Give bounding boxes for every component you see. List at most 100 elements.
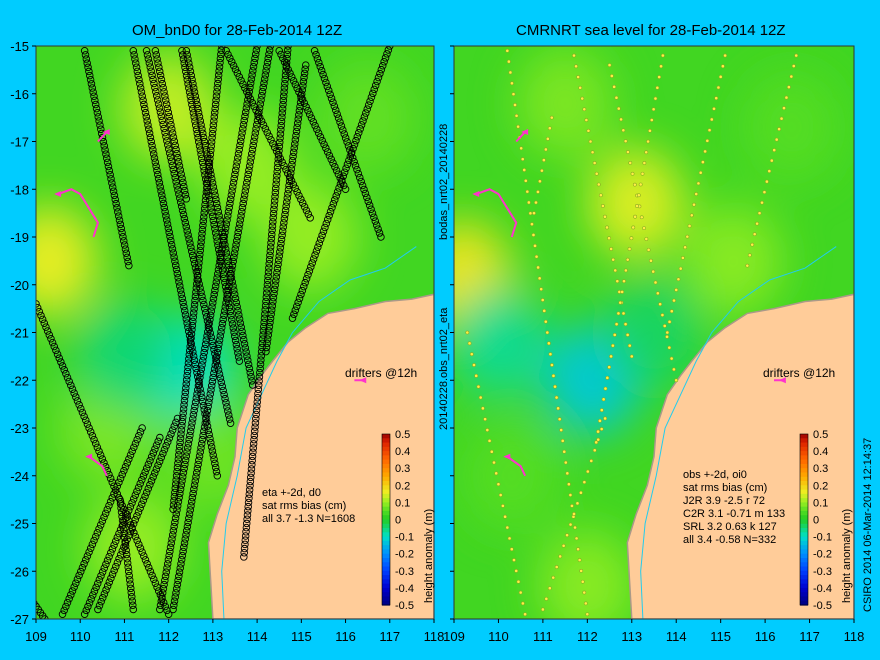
track-point — [344, 142, 353, 150]
track-point — [174, 455, 183, 463]
track-point — [202, 410, 211, 419]
track-point — [161, 576, 169, 585]
drifter-track — [88, 455, 108, 477]
track-point — [545, 136, 550, 141]
track-point — [644, 237, 649, 241]
track-point — [228, 320, 237, 328]
track-point — [270, 289, 278, 298]
track-point — [260, 75, 269, 83]
track-point — [565, 471, 570, 476]
track-point — [302, 61, 310, 69]
track-point — [55, 354, 63, 362]
track-point — [116, 474, 125, 483]
track-point — [200, 300, 208, 309]
colorbar-cell — [382, 523, 390, 529]
track-point — [263, 58, 272, 67]
track-point — [279, 100, 287, 109]
track-point — [256, 368, 264, 377]
track-point — [179, 178, 187, 187]
track-point — [110, 490, 118, 498]
track-point — [585, 612, 590, 617]
track-point — [194, 133, 202, 142]
track-point — [514, 113, 519, 118]
track-point — [492, 460, 496, 465]
track-point — [157, 187, 165, 195]
track-point — [605, 225, 609, 230]
track-point — [269, 209, 278, 218]
track-point — [231, 245, 240, 253]
track-point — [240, 548, 248, 557]
track-point — [632, 182, 637, 187]
track-point — [207, 438, 215, 447]
track-point — [293, 188, 301, 196]
colorbar-cell — [800, 579, 808, 585]
track-point — [275, 47, 283, 55]
track-point — [215, 63, 224, 71]
satellite-tracks — [465, 48, 799, 617]
track-point — [266, 243, 275, 251]
file-label-vertical-top: bodas_nrt02_20140228 — [438, 123, 450, 240]
track-point — [377, 65, 386, 74]
track-point — [167, 240, 176, 249]
track-point — [85, 71, 94, 80]
track-point — [472, 363, 476, 367]
track-point — [592, 448, 597, 453]
track-point — [252, 106, 260, 114]
track-point — [655, 291, 660, 296]
y-tick-label: -21 — [10, 326, 29, 341]
track-point — [234, 349, 242, 357]
track-point — [245, 486, 254, 494]
track-point — [260, 322, 268, 331]
track-point — [121, 542, 130, 550]
track-point — [166, 543, 175, 552]
track-point — [582, 590, 587, 595]
track-point — [589, 458, 594, 463]
track-point — [107, 574, 115, 583]
track-point — [167, 121, 175, 129]
colorbar-cell — [382, 528, 390, 533]
track-point — [254, 385, 263, 394]
track-point — [198, 361, 206, 369]
track-point — [209, 451, 217, 459]
track-point — [207, 386, 215, 394]
track-point — [270, 197, 279, 205]
track-point — [192, 96, 200, 105]
track-point — [619, 117, 623, 122]
chart-title-left: OM_bnD0 for 28-Feb-2014 12Z — [132, 22, 343, 39]
track-point — [85, 67, 93, 76]
track-point — [119, 521, 127, 529]
track-point — [98, 133, 107, 142]
track-point — [570, 503, 574, 508]
track-point — [357, 121, 366, 129]
track-point — [141, 108, 150, 117]
track-point — [302, 103, 310, 111]
track-point — [158, 191, 166, 199]
track-point — [234, 154, 242, 162]
track-point — [179, 405, 188, 413]
track-point — [191, 402, 199, 411]
track-point — [265, 322, 274, 331]
track-point — [175, 568, 184, 576]
track-point — [698, 170, 703, 175]
track-point — [270, 143, 279, 152]
track-point — [120, 533, 129, 542]
track-point — [254, 381, 263, 389]
track-point — [252, 410, 260, 419]
track-point — [157, 597, 166, 605]
track-point — [241, 532, 250, 540]
track-point — [120, 529, 128, 538]
y-tick-label: -17 — [10, 135, 29, 150]
track-point — [653, 280, 658, 285]
track-point — [231, 332, 239, 341]
track-point — [176, 434, 185, 442]
track-point — [252, 46, 261, 54]
track-point — [487, 438, 492, 443]
track-point — [194, 263, 203, 271]
track-point — [554, 395, 559, 400]
track-point — [150, 79, 158, 88]
track-point — [187, 502, 195, 510]
track-point — [125, 571, 133, 580]
track-point — [609, 74, 614, 78]
track-point — [181, 460, 189, 469]
